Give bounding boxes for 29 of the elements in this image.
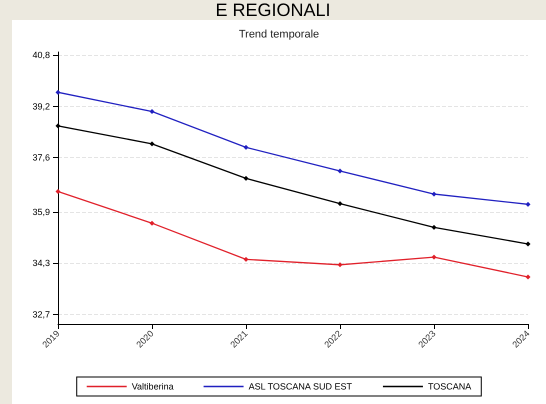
point: [244, 176, 248, 181]
point: [56, 123, 60, 128]
y-tick-label: 32,7: [32, 309, 50, 320]
point: [338, 168, 342, 174]
point: [432, 254, 436, 260]
point: [56, 189, 60, 194]
point: [150, 141, 154, 146]
point: [526, 274, 530, 280]
y-tick-label: 39,2: [32, 101, 50, 112]
point: [56, 90, 60, 95]
point: [432, 224, 436, 230]
point: [150, 109, 154, 114]
y-tick-label: 35,9: [32, 207, 50, 217]
point: [338, 201, 342, 206]
point: [244, 144, 248, 150]
point: [526, 202, 530, 207]
legend-label: TOSCANA: [428, 382, 472, 392]
point: [526, 242, 530, 246]
y-tick-label: 34,3: [32, 258, 50, 268]
legend-label: ASL TOSCANA SUD EST: [248, 382, 352, 392]
y-tick-label: 40,8: [32, 50, 50, 60]
chart-title: Trend temporale: [238, 28, 320, 40]
point: [150, 220, 154, 226]
point: [432, 192, 436, 197]
point: [338, 262, 342, 268]
y-tick-label: 37,6: [32, 152, 50, 163]
point: [244, 256, 248, 262]
legend-label: Valtiberina: [132, 382, 174, 392]
text: E REGIONALI: [214, 0, 332, 20]
